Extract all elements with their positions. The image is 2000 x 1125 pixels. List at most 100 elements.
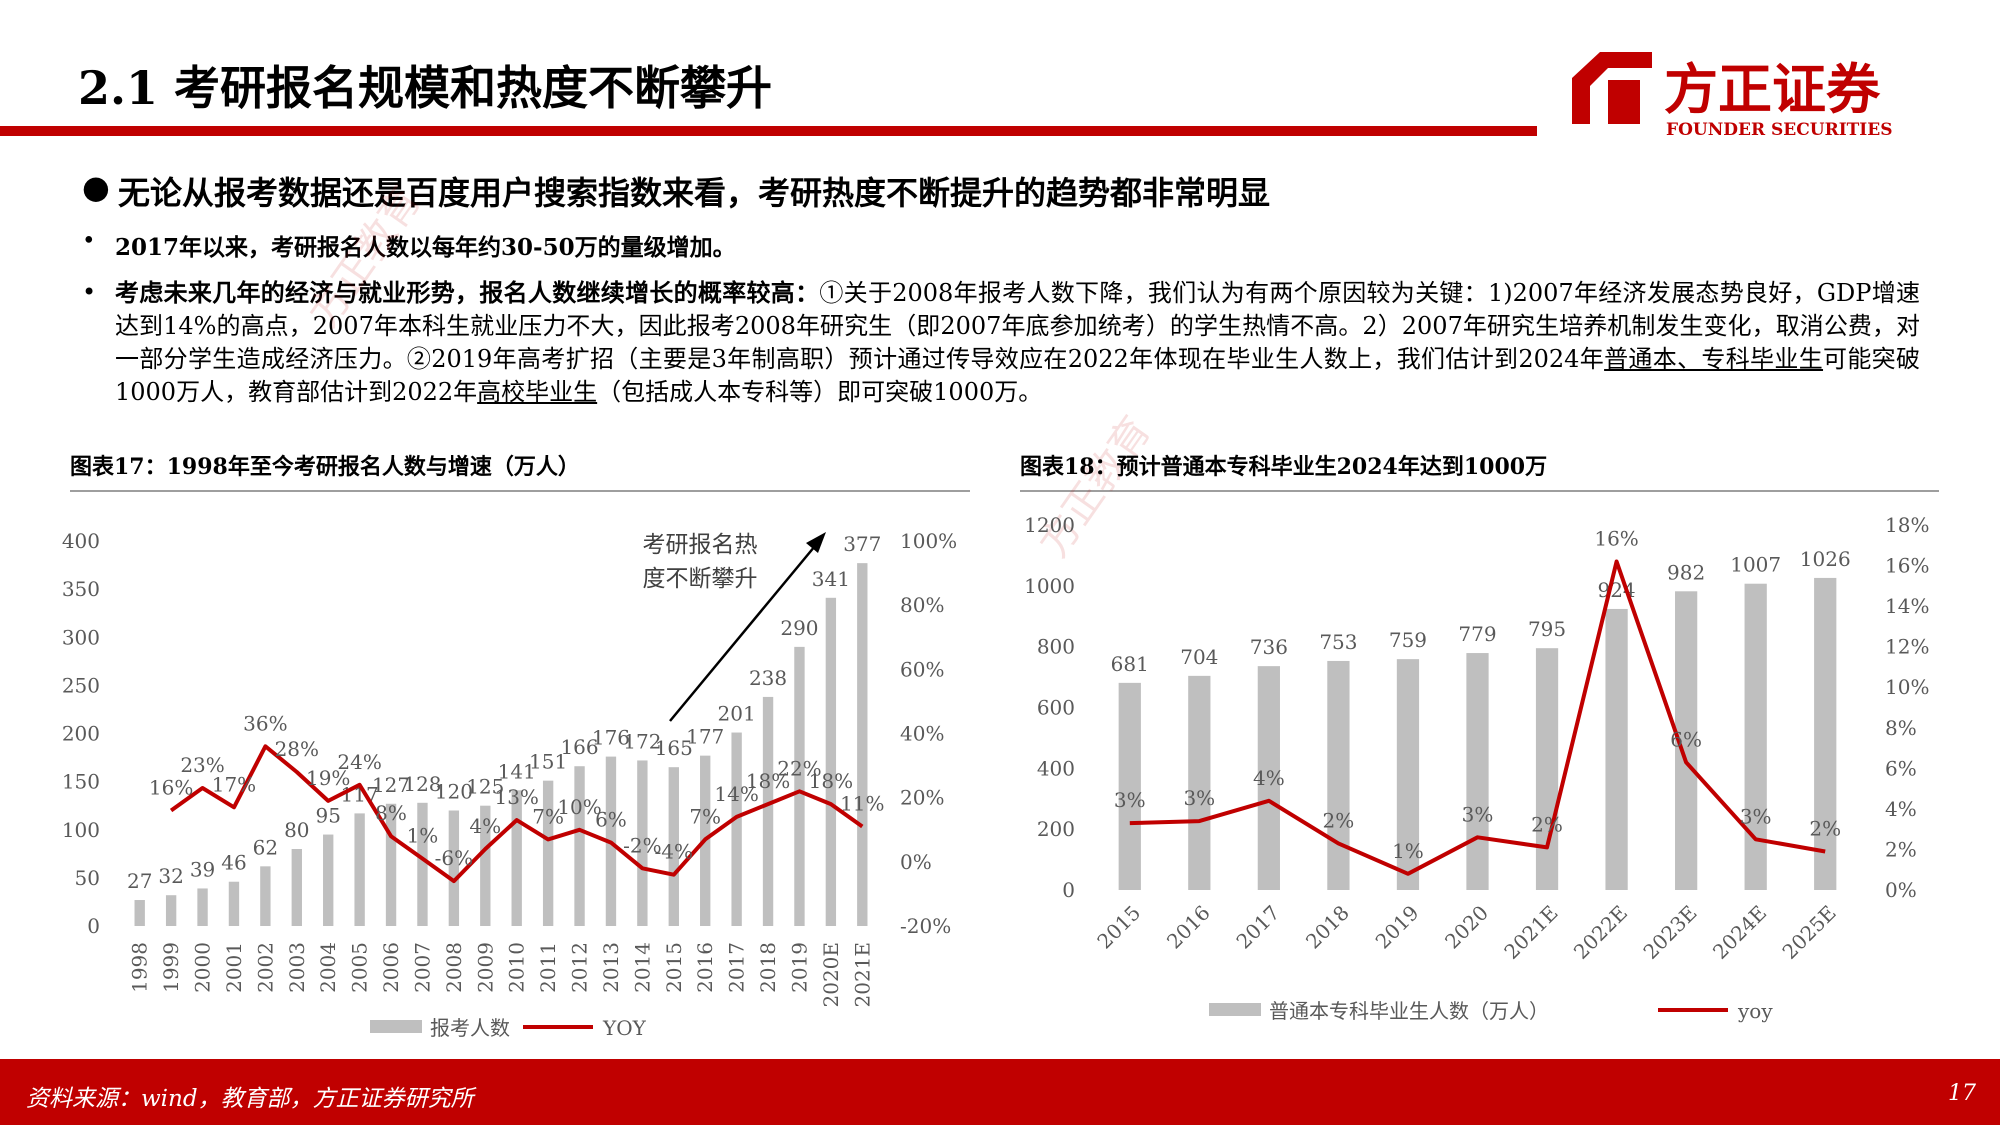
line-label: 10% xyxy=(557,795,601,819)
annotation-arrow xyxy=(669,545,816,722)
chart-title: 图表18：预计普通本专科毕业生2024年达到1000万 xyxy=(1020,454,1547,480)
bar xyxy=(480,805,491,926)
text-run: 无论从报考数据还是百度用户搜索指数来看，考研热度不断提升的趋势都非常明显 xyxy=(118,174,1271,212)
y2-tick-label: 40% xyxy=(900,722,944,746)
x-tick-label: 1998 xyxy=(128,942,152,993)
bar-label: 46 xyxy=(221,851,246,875)
x-tick-label: 2018 xyxy=(1301,901,1354,954)
x-tick-label: 2006 xyxy=(379,942,403,993)
y-tick-label: 800 xyxy=(1037,635,1075,659)
line-label: 28% xyxy=(275,737,319,761)
bar xyxy=(1605,608,1628,890)
x-tick-label: 2022E xyxy=(1569,901,1632,964)
logo-name: 方正证券 xyxy=(1664,57,1881,121)
y2-tick-label: 0% xyxy=(1885,878,1917,902)
text-run: 普通本、专科毕业生 xyxy=(1604,345,1824,373)
x-tick-label: 2018 xyxy=(756,942,780,993)
watermark: 方正教育 xyxy=(301,178,430,335)
line-label: 7% xyxy=(532,804,564,828)
legend-label: YOY xyxy=(602,1016,647,1040)
line-label: 3% xyxy=(1183,786,1215,810)
line-label: 3% xyxy=(1462,802,1494,826)
logo: 方正证券 FOUNDER SECURITIES xyxy=(1572,52,1893,140)
bar-label: 95 xyxy=(315,804,340,828)
annotation-arrowhead xyxy=(806,532,826,553)
bar xyxy=(448,810,460,926)
bar-label: 681 xyxy=(1111,652,1149,676)
line-label: 1% xyxy=(1392,839,1424,863)
y2-tick-label: 6% xyxy=(1885,756,1917,780)
bar xyxy=(197,888,208,926)
x-tick-label: 1999 xyxy=(159,942,183,993)
bar-label: 39 xyxy=(190,857,215,881)
y-tick-label: 300 xyxy=(62,625,100,649)
line-label: 1% xyxy=(407,824,439,848)
bar xyxy=(354,813,365,926)
y2-tick-label: 20% xyxy=(900,786,944,810)
bar xyxy=(574,766,585,926)
x-tick-label: 2021E xyxy=(1499,901,1562,964)
y2-tick-label: -20% xyxy=(900,914,951,938)
bar-label: 290 xyxy=(780,616,818,640)
line-label: 3% xyxy=(1114,788,1146,812)
bar xyxy=(762,696,774,926)
y2-tick-label: 10% xyxy=(1885,675,1929,699)
x-tick-label: 2012 xyxy=(568,942,592,993)
legend-swatch xyxy=(370,1020,422,1033)
legend-swatch xyxy=(1209,1003,1261,1016)
bar-label: 779 xyxy=(1458,622,1496,646)
line-label: -6% xyxy=(435,846,474,870)
line-label: 18% xyxy=(809,769,853,793)
y-tick-label: 150 xyxy=(62,770,100,794)
line-label: 6% xyxy=(595,808,627,832)
bar xyxy=(1466,653,1489,890)
y-tick-label: 200 xyxy=(1037,817,1075,841)
bar-label: 27 xyxy=(127,869,152,893)
line xyxy=(169,744,864,884)
bar-label: 141 xyxy=(498,759,536,783)
bar-label: 166 xyxy=(560,735,598,759)
annotation: 度不断攀升 xyxy=(643,566,758,592)
legend-label: yoy xyxy=(1737,999,1773,1023)
bar-label: 341 xyxy=(812,567,850,591)
y-tick-label: 400 xyxy=(1037,756,1075,780)
line-label: 16% xyxy=(1594,527,1638,551)
logo-mark xyxy=(1572,52,1652,124)
bar xyxy=(134,900,145,926)
line-label: 4% xyxy=(1253,766,1285,790)
x-tick-label: 2011 xyxy=(536,942,560,993)
footer-band xyxy=(0,1059,2000,1125)
y2-tick-label: 4% xyxy=(1885,797,1917,821)
y2-tick-label: 100% xyxy=(900,529,957,553)
bar-label: 1007 xyxy=(1730,553,1781,577)
bar-label: 125 xyxy=(466,775,504,799)
x-tick-label: 2017 xyxy=(1231,901,1284,954)
line-label: 2% xyxy=(1531,812,1563,836)
bar-label: 1026 xyxy=(1800,547,1851,571)
bar xyxy=(1188,675,1211,890)
x-tick-label: 2019 xyxy=(787,942,811,993)
bar xyxy=(825,597,837,926)
bar xyxy=(731,732,742,926)
bullet-dot: • xyxy=(82,228,96,254)
line xyxy=(1129,559,1826,876)
bar-label: 120 xyxy=(435,780,473,804)
bar-label: 172 xyxy=(623,729,661,753)
bar xyxy=(385,803,397,926)
bar xyxy=(291,849,302,926)
x-tick-label: 2001 xyxy=(222,942,246,993)
x-tick-label: 2017 xyxy=(725,942,749,993)
bar xyxy=(417,802,428,926)
bar-label: 759 xyxy=(1389,628,1427,652)
line-label: 16% xyxy=(149,776,193,800)
y2-tick-label: 16% xyxy=(1885,554,1929,578)
y-tick-label: 200 xyxy=(62,722,100,746)
bar xyxy=(1675,591,1698,890)
bullet-text: 2017年以来，考研报名人数以每年约30-50万的量级增加。 xyxy=(115,228,736,262)
bar-label: 238 xyxy=(749,666,787,690)
bar xyxy=(1118,682,1141,890)
line-label: 22% xyxy=(777,756,821,780)
slide-title: 2.1 考研报名规模和热度不断攀升 xyxy=(78,61,773,115)
line-label: 36% xyxy=(243,711,287,735)
